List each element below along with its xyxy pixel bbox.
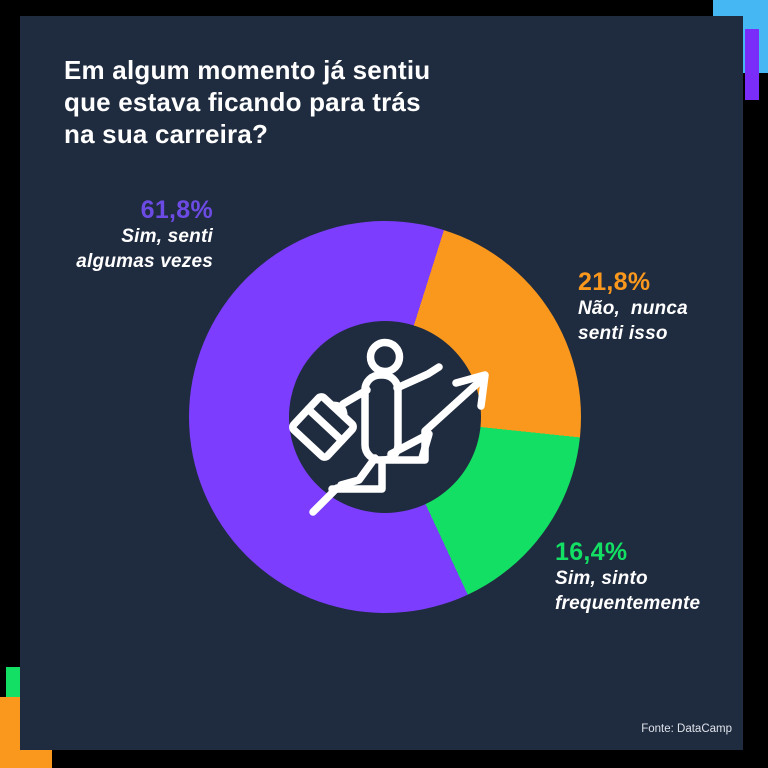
decor-green-square <box>6 667 22 697</box>
green-percentage: 16,4% <box>555 538 628 566</box>
title-line-3: na sua carreira? <box>64 119 269 149</box>
page-title: Em algum momento já sentiu que estava fi… <box>64 54 544 150</box>
purple-label-line-2: algumas vezes <box>76 251 213 272</box>
callout-green-segment: 16,4% Sim, sinto frequentemente <box>555 538 700 616</box>
person-climbing-arrow-icon <box>289 338 489 516</box>
orange-label-line-2: senti isso <box>578 323 668 344</box>
callout-purple-segment: 61,8% Sim, senti algumas vezes <box>76 196 213 274</box>
green-label-line-2: frequentemente <box>555 593 701 614</box>
title-line-2: que estava ficando para trás <box>64 87 421 117</box>
decor-purple-bar <box>745 29 759 100</box>
title-line-1: Em algum momento já sentiu <box>64 55 431 85</box>
callout-orange-segment: 21,8% Não, nunca senti isso <box>578 268 688 346</box>
purple-label-line-1: Sim, senti <box>121 226 213 247</box>
orange-percentage: 21,8% <box>578 268 651 296</box>
purple-percentage: 61,8% <box>140 196 213 224</box>
orange-label-line-1: Não, nunca <box>578 298 688 319</box>
source-credit: Fonte: DataCamp <box>641 723 732 735</box>
green-label-line-1: Sim, sinto <box>555 568 648 589</box>
